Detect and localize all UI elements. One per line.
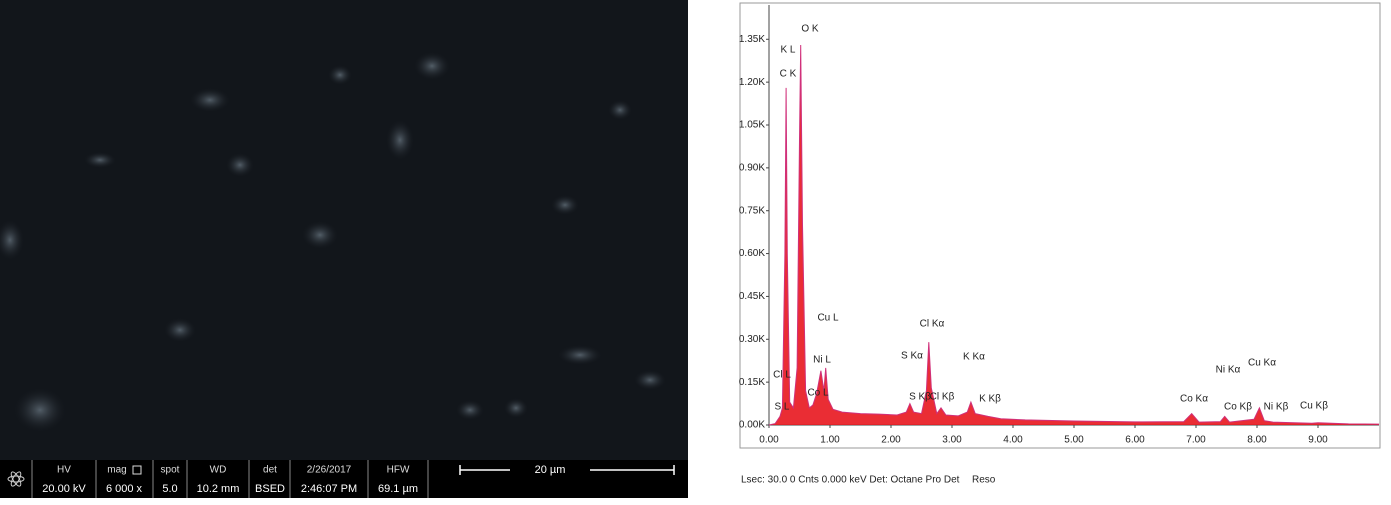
peak-label: Cl Kβ xyxy=(930,392,955,403)
info-header: mag xyxy=(107,465,126,476)
scale-bar xyxy=(459,465,675,475)
y-tick-label: 0.00K xyxy=(739,420,765,431)
y-tick-label: 0.15K xyxy=(739,377,765,388)
x-tick-label: 1.00 xyxy=(820,435,840,446)
peak-label: C K xyxy=(780,69,797,80)
info-value: 69.1 µm xyxy=(378,483,418,495)
y-tick-label: 0.60K xyxy=(739,248,765,259)
peak-label: S Kβ xyxy=(909,392,931,403)
info-value: 6 000 x xyxy=(106,483,143,495)
spectrum-frame xyxy=(739,2,1381,449)
info-header: det xyxy=(263,465,277,476)
info-header: WD xyxy=(210,465,227,476)
y-tick-label: 1.20K xyxy=(739,77,765,88)
peak-label: Cu Kβ xyxy=(1300,401,1328,412)
peak-label: Cl L xyxy=(773,370,791,381)
x-tick-label: 6.00 xyxy=(1125,435,1145,446)
x-tick-label: 0.00 xyxy=(759,435,779,446)
info-header: spot xyxy=(161,465,180,476)
sem-info-bar xyxy=(0,460,688,498)
info-header: HV xyxy=(57,465,71,476)
peak-label: Ni L xyxy=(813,355,831,366)
y-tick-label: 0.90K xyxy=(739,162,765,173)
peak-label: K L xyxy=(780,45,795,56)
peak-label: K Kβ xyxy=(979,394,1001,405)
y-tick-label: 0.30K xyxy=(739,334,765,345)
peak-label: O K xyxy=(801,24,819,35)
peak-label: Co Kβ xyxy=(1224,402,1252,413)
info-header: HFW xyxy=(387,465,410,476)
spectrum-footer-reso: Reso xyxy=(972,475,996,486)
peak-label: S L xyxy=(774,402,789,413)
info-bar-dividers xyxy=(31,460,429,498)
peak-label: Ni Kβ xyxy=(1264,402,1289,413)
peak-label: Cl Kα xyxy=(920,319,945,330)
scale-bar-label: 20 µm xyxy=(535,464,566,476)
info-value: 20.00 kV xyxy=(42,483,86,495)
peak-label: S Kα xyxy=(901,351,923,362)
info-value: BSED xyxy=(255,483,285,495)
fei-logo xyxy=(7,471,25,487)
y-tick-label: 1.05K xyxy=(739,120,765,131)
mag-icon xyxy=(132,465,142,475)
y-tick-label: 0.75K xyxy=(739,205,765,216)
x-tick-label: 4.00 xyxy=(1003,435,1023,446)
peak-label: Cu L xyxy=(817,313,839,324)
peak-label: Co L xyxy=(807,388,829,399)
peak-label: Ni Kα xyxy=(1216,365,1241,376)
y-tick-label: 0.45K xyxy=(739,291,765,302)
peak-label: Cu Kα xyxy=(1248,358,1276,369)
sem-texture xyxy=(0,52,666,432)
plot-area: 0.00K 0.15K 0.30K 0.45K 0.60K 0.75K 0.90K 1.05K… xyxy=(739,5,1380,446)
x-tick-label: 8.00 xyxy=(1247,435,1267,446)
info-value: 2:46:07 PM xyxy=(301,483,357,495)
x-tick-label: 7.00 xyxy=(1186,435,1206,446)
y-tick-label: 1.35K xyxy=(739,34,765,45)
info-value: 10.2 mm xyxy=(197,483,240,495)
x-tick-label: 9.00 xyxy=(1308,435,1328,446)
spectrum-footer: Lsec: 30.0 0 Cnts 0.000 keV Det: Octane … xyxy=(741,475,960,486)
x-tick-label: 3.00 xyxy=(942,435,962,446)
peak-label: Co Kα xyxy=(1180,394,1208,405)
info-header: 2/26/2017 xyxy=(307,465,352,476)
info-value: 5.0 xyxy=(162,483,177,495)
spectrum-line xyxy=(768,44,1380,426)
x-tick-label: 2.00 xyxy=(881,435,901,446)
peak-label: K Kα xyxy=(963,352,985,363)
x-tick-label: 5.00 xyxy=(1064,435,1084,446)
